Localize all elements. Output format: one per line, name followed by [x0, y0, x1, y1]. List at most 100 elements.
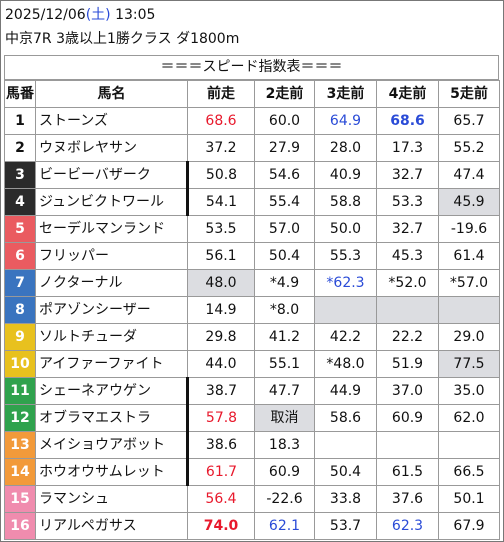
speed-3	[314, 431, 377, 459]
speed-4: 32.7	[376, 215, 439, 243]
speed-2: 取消	[254, 404, 315, 432]
speed-last: 38.7	[187, 377, 255, 405]
speed-4: 17.3	[376, 134, 439, 162]
speed-3: 53.7	[314, 512, 377, 540]
speed-3: 50.0	[314, 215, 377, 243]
horse-number: 15	[4, 485, 36, 513]
col-header-5: 5走前	[438, 80, 500, 108]
horse-name: ホウオウサムレット	[35, 458, 189, 486]
table-row: 7 ノクターナル 48.0 *4.9 *62.3 *52.0 *57.0	[4, 269, 500, 297]
speed-last: 68.6	[187, 107, 255, 135]
speed-last: 50.8	[187, 161, 255, 189]
table-row: 15 ラマンシュ 56.4 -22.6 33.8 37.6 50.1	[4, 485, 500, 513]
horse-number: 10	[4, 350, 36, 378]
table-row: 13 メイショウアボット 38.6 18.3	[4, 431, 500, 459]
table-row: 8 ポアゾンシーザー 14.9 *8.0	[4, 296, 500, 324]
speed-5	[438, 296, 500, 324]
speed-3: 33.8	[314, 485, 377, 513]
col-header-3: 3走前	[314, 80, 377, 108]
horse-name: ウヌボレヤサン	[35, 134, 188, 162]
speed-3: 55.3	[314, 242, 377, 270]
speed-3: 58.8	[314, 188, 377, 216]
speed-2: 60.9	[254, 458, 315, 486]
speed-5: 77.5	[438, 350, 500, 378]
speed-5	[438, 431, 500, 459]
speed-last: 29.8	[187, 323, 255, 351]
speed-2: 50.4	[254, 242, 315, 270]
horse-name: ストーンズ	[35, 107, 188, 135]
horse-name: リアルペガサス	[35, 512, 188, 540]
speed-3: *48.0	[314, 350, 377, 378]
horse-name: セーデルマンランド	[35, 215, 188, 243]
table-row: 11 シェーネアウゲン 38.7 47.7 44.9 37.0 35.0	[4, 377, 500, 405]
speed-last: 56.4	[187, 485, 255, 513]
speed-5: 61.4	[438, 242, 500, 270]
speed-2: 60.0	[254, 107, 315, 135]
horse-name: オブラマエストラ	[35, 404, 189, 432]
speed-4: 37.0	[376, 377, 439, 405]
horse-name: シェーネアウゲン	[35, 377, 189, 405]
speed-2: *8.0	[254, 296, 315, 324]
horse-number: 8	[4, 296, 36, 324]
speed-5: -19.6	[438, 215, 500, 243]
speed-last: 44.0	[187, 350, 255, 378]
horse-number: 3	[4, 161, 36, 189]
speed-4: 51.9	[376, 350, 439, 378]
table-row: 16 リアルペガサス 74.0 62.1 53.7 62.3 67.9	[4, 512, 500, 540]
speed-2: 27.9	[254, 134, 315, 162]
table-title: ＝＝＝スピード指数表＝＝＝	[4, 55, 499, 80]
speed-2: 55.1	[254, 350, 315, 378]
speed-last: 38.6	[187, 431, 255, 459]
speed-3: *62.3	[314, 269, 377, 297]
speed-2: 57.0	[254, 215, 315, 243]
speed-2: 18.3	[254, 431, 315, 459]
horse-number: 4	[4, 188, 36, 216]
speed-4: 32.7	[376, 161, 439, 189]
speed-3: 28.0	[314, 134, 377, 162]
speed-3: 50.4	[314, 458, 377, 486]
horse-number: 1	[4, 107, 36, 135]
table-row: 2 ウヌボレヤサン 37.2 27.9 28.0 17.3 55.2	[4, 134, 500, 162]
col-header-name: 馬名	[35, 80, 188, 108]
horse-number: 12	[4, 404, 36, 432]
speed-5: *57.0	[438, 269, 500, 297]
speed-last: 14.9	[187, 296, 255, 324]
table-row: 1 ストーンズ 68.6 60.0 64.9 68.6 65.7	[4, 107, 500, 135]
speed-2: -22.6	[254, 485, 315, 513]
race-time: 13:05	[115, 7, 156, 23]
speed-index-table: 馬番 馬名 前走 2走前 3走前 4走前 5走前 1 ストーンズ 68.6 60…	[4, 80, 500, 540]
speed-4: 61.5	[376, 458, 439, 486]
col-header-last: 前走	[187, 80, 255, 108]
speed-5: 35.0	[438, 377, 500, 405]
table-row: 10 アイファーファイト 44.0 55.1 *48.0 51.9 77.5	[4, 350, 500, 378]
horse-number: 14	[4, 458, 36, 486]
speed-5: 50.1	[438, 485, 500, 513]
horse-name: メイショウアボット	[35, 431, 189, 459]
horse-name: ジュンビクトワール	[35, 188, 189, 216]
speed-4: 62.3	[376, 512, 439, 540]
horse-number: 7	[4, 269, 36, 297]
speed-last: 57.8	[187, 404, 255, 432]
speed-2: 62.1	[254, 512, 315, 540]
horse-number: 13	[4, 431, 36, 459]
horse-number: 2	[4, 134, 36, 162]
col-header-2: 2走前	[254, 80, 315, 108]
horse-number: 16	[4, 512, 36, 540]
race-datetime: 2025/12/06(土) 13:05	[5, 6, 155, 24]
speed-4: *52.0	[376, 269, 439, 297]
table-row: 12 オブラマエストラ 57.8 取消 58.6 60.9 62.0	[4, 404, 500, 432]
table-row: 4 ジュンビクトワール 54.1 55.4 58.8 53.3 45.9	[4, 188, 500, 216]
speed-last: 53.5	[187, 215, 255, 243]
horse-name: ノクターナル	[35, 269, 188, 297]
speed-last: 37.2	[187, 134, 255, 162]
horse-name: ビービーバザーク	[35, 161, 189, 189]
speed-5: 65.7	[438, 107, 500, 135]
speed-last: 74.0	[187, 512, 255, 540]
speed-3: 42.2	[314, 323, 377, 351]
horse-name: フリッパー	[35, 242, 188, 270]
race-date: 2025/12/06	[5, 7, 86, 23]
speed-2: *4.9	[254, 269, 315, 297]
table-row: 9 ソルトチューダ 29.8 41.2 42.2 22.2 29.0	[4, 323, 500, 351]
speed-last: 61.7	[187, 458, 255, 486]
speed-2: 47.7	[254, 377, 315, 405]
